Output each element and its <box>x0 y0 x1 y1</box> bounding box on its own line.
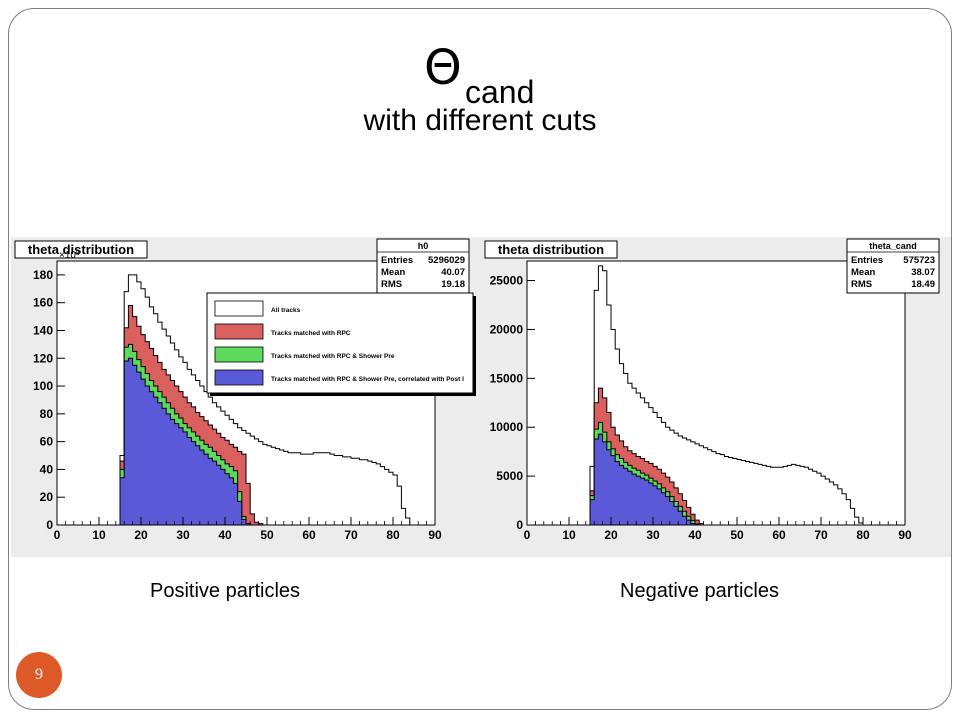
chart0-legend-label-3: Tracks matched with RPC & Shower Pre, co… <box>271 376 464 383</box>
chart0-y-tick-label-8: 160 <box>33 296 53 310</box>
chart0-y-tick-label-7: 140 <box>33 323 53 337</box>
chart1-x-tick-label-3: 30 <box>646 528 660 542</box>
chart0-y-tick-label-5: 100 <box>33 379 53 393</box>
chart0-x-tick-label-6: 60 <box>302 528 316 542</box>
chart0-legend-label-2: Tracks matched with RPC & Shower Pre <box>271 353 395 360</box>
chart1-stats-value-2: 18.49 <box>911 279 935 290</box>
chart0-series-3 <box>119 357 255 526</box>
chart0-x-tick-label-5: 50 <box>260 528 274 542</box>
chart1-x-tick-label-2: 20 <box>604 528 618 542</box>
chart0-y-tick-label-9: 180 <box>33 268 53 282</box>
chart0-x-tick-label-4: 40 <box>218 528 232 542</box>
chart0-stats-key-2: RMS <box>381 279 402 290</box>
chart0-y-tick-label-2: 40 <box>40 462 54 476</box>
slide-number-badge: 9 <box>16 652 62 698</box>
chart1-x-tick-label-9: 90 <box>898 528 912 542</box>
chart0-x-tick-label-8: 80 <box>386 528 400 542</box>
chart0-x-tick-label-3: 30 <box>176 528 190 542</box>
chart1-y-tick-label-1: 5000 <box>496 469 523 483</box>
chart1-stats-key-2: RMS <box>851 279 872 290</box>
chart0-legend-swatch-3 <box>214 369 264 386</box>
chart1-stats-value-1: 38.07 <box>911 267 935 278</box>
chart1-x-tick-label-8: 80 <box>856 528 870 542</box>
chart0-legend-swatch-1 <box>214 323 264 340</box>
chart0-legend-label-1: Tracks matched with RPC <box>271 330 351 337</box>
chart1-stats-key-0: Entries <box>851 255 883 266</box>
chart0-y-tick-label-6: 120 <box>33 351 53 365</box>
chart1-y-tick-label-2: 10000 <box>490 420 524 434</box>
chart1-stats-value-0: 575723 <box>903 255 935 266</box>
chart0-stats-key-0: Entries <box>381 255 413 266</box>
chart0-stats-key-1: Mean <box>381 267 405 278</box>
title-subscript: cand <box>465 74 535 110</box>
chart0-legend-label-0: All tracks <box>271 307 301 314</box>
chart1-x-tick-label-0: 0 <box>524 528 531 542</box>
chart0-stats-value-2: 19.18 <box>441 279 465 290</box>
caption-positive-particles: Positive particles <box>150 580 301 602</box>
chart1-x-tick-label-1: 10 <box>562 528 576 542</box>
chart1-title-box <box>484 240 618 259</box>
chart0-stats-value-0: 5296029 <box>428 255 465 266</box>
chart1-stats-name: theta_cand <box>869 241 917 251</box>
chart0-x-tick-label-7: 70 <box>344 528 358 542</box>
chart1-series-3 <box>589 433 700 526</box>
chart0-x-tick-label-9: 90 <box>428 528 442 542</box>
chart0-title: theta distribution <box>28 242 134 257</box>
caption-negative-particles: Negative particles <box>620 580 779 602</box>
chart0-legend-swatch-0 <box>214 300 264 317</box>
chart0-stats-value-1: 40.07 <box>441 267 465 278</box>
chart0-stats-name: h0 <box>418 241 429 251</box>
chart1-title: theta distribution <box>498 242 604 257</box>
chart0-y-tick-label-3: 60 <box>40 435 54 449</box>
chart0-series-0 <box>119 274 414 526</box>
chart1-y-tick-label-5: 25000 <box>490 274 524 288</box>
chart0-x-tick-label-0: 0 <box>54 528 61 542</box>
chart1-y-tick-label-4: 20000 <box>490 322 524 336</box>
chart1-x-tick-label-5: 50 <box>730 528 744 542</box>
chart1-x-tick-label-6: 60 <box>772 528 786 542</box>
chart1-x-tick-label-4: 40 <box>688 528 702 542</box>
chart0-y-tick-label-4: 80 <box>40 407 54 421</box>
chart1-stats-box <box>846 238 940 294</box>
histogram-positive-particles: 0 10 20 30 40 50 60 70 80 90 0 20 40 60 80 100 120 140 160… <box>11 237 481 557</box>
chart1-series-0 <box>589 265 868 526</box>
slide-subtitle: with different cuts <box>363 104 597 137</box>
chart0-x-tick-label-1: 10 <box>92 528 106 542</box>
slide-title: Θ cand <box>0 38 960 110</box>
histogram-negative-particles: 0 10 20 30 40 50 60 70 80 90 0 5000 10000 15000 20000 2… <box>481 237 951 557</box>
chart0-y-tick-label-0: 0 <box>46 518 53 532</box>
chart0-legend-swatch-2 <box>214 346 264 363</box>
chart0-stats-box <box>376 238 470 294</box>
title-theta-symbol: Θ <box>424 40 462 96</box>
chart1-x-tick-label-7: 70 <box>814 528 828 542</box>
chart1-y-tick-label-3: 15000 <box>490 371 524 385</box>
chart0-title-box <box>14 240 148 259</box>
chart1-stats-key-1: Mean <box>851 267 875 278</box>
chart0-x-tick-label-2: 20 <box>134 528 148 542</box>
chart0-y-multiplier: ×10³ <box>59 250 80 261</box>
chart1-y-tick-label-0: 0 <box>516 518 523 532</box>
chart0-y-tick-label-1: 20 <box>40 490 54 504</box>
